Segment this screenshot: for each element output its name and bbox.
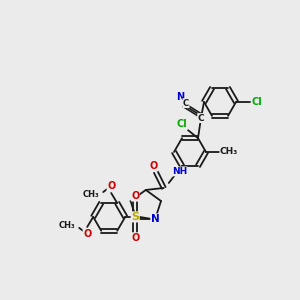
Text: S: S xyxy=(131,212,139,222)
Text: C: C xyxy=(183,99,189,108)
Text: N: N xyxy=(176,92,184,102)
Text: CH₃: CH₃ xyxy=(59,221,76,230)
Text: O: O xyxy=(83,229,91,239)
Text: C: C xyxy=(198,114,204,123)
Text: O: O xyxy=(150,161,158,171)
Text: O: O xyxy=(131,233,139,243)
Text: CH₃: CH₃ xyxy=(220,148,238,157)
Text: O: O xyxy=(131,191,139,201)
Text: O: O xyxy=(107,181,115,191)
Text: Cl: Cl xyxy=(252,97,262,107)
Text: Cl: Cl xyxy=(177,119,188,129)
Text: N: N xyxy=(151,214,160,224)
Text: NH: NH xyxy=(172,167,187,176)
Text: CH₃: CH₃ xyxy=(83,190,100,199)
